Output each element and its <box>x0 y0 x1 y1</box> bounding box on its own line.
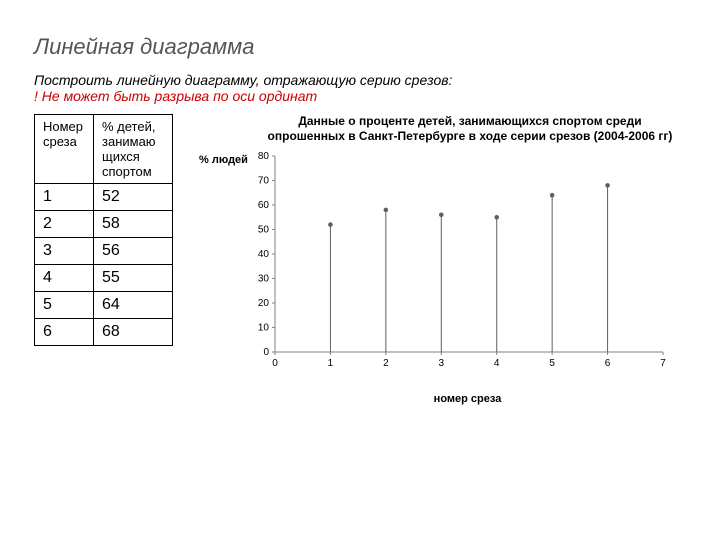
chart-title: Данные о проценте детей, занимающихся сп… <box>254 114 686 148</box>
x-tick-label: 3 <box>439 358 445 369</box>
y-tick-label: 10 <box>258 323 270 334</box>
chart-svg: 0 10 20 30 40 50 60 70 80 0 1 2 3 4 5 6 7 <box>249 150 669 370</box>
y-tick-label: 0 <box>263 347 269 358</box>
warning-line: ! Не может быть разрыва по оси ординат <box>34 88 686 104</box>
table-cell-n: 4 <box>35 265 94 292</box>
table-cell-v: 64 <box>94 292 173 319</box>
x-tick-label: 6 <box>605 358 611 369</box>
chart-xlabel: номер среза <box>249 393 686 405</box>
table-row: 356 <box>35 238 173 265</box>
lollipop-marker <box>439 213 444 218</box>
table-header-col2: % детей, занимаю щихся спортом <box>94 115 173 184</box>
table-cell-n: 6 <box>35 319 94 346</box>
table-header-col1: Номер среза <box>35 115 94 184</box>
chart-area: % людей Данные о проценте детей, занимаю… <box>199 114 686 405</box>
y-tick-label: 60 <box>258 200 270 211</box>
chart-ylabel: % людей <box>199 154 248 166</box>
table-row: 258 <box>35 211 173 238</box>
y-tick-label: 30 <box>258 274 270 285</box>
table-row: 455 <box>35 265 173 292</box>
x-tick-label: 1 <box>328 358 334 369</box>
data-table: Номер среза % детей, занимаю щихся спорт… <box>34 114 173 346</box>
chart-plot: 0 10 20 30 40 50 60 70 80 0 1 2 3 4 5 6 7 <box>249 150 686 375</box>
table-cell-v: 52 <box>94 184 173 211</box>
lollipop-marker <box>605 183 610 188</box>
table-cell-n: 5 <box>35 292 94 319</box>
lollipop-marker <box>494 215 499 220</box>
table-cell-n: 2 <box>35 211 94 238</box>
x-tick-label: 7 <box>660 358 666 369</box>
page-subtitle: Построить линейную диаграмму, отражающую… <box>34 72 686 88</box>
table-row: 564 <box>35 292 173 319</box>
table-cell-v: 55 <box>94 265 173 292</box>
table-row: 152 <box>35 184 173 211</box>
table-cell-v: 68 <box>94 319 173 346</box>
table-row: 668 <box>35 319 173 346</box>
lollipop-marker <box>384 208 389 213</box>
table-cell-n: 1 <box>35 184 94 211</box>
page-title: Линейная диаграмма <box>34 34 686 60</box>
x-tick-label: 5 <box>549 358 555 369</box>
y-tick-label: 80 <box>258 151 270 162</box>
lollipop-marker <box>550 193 555 198</box>
y-tick-label: 50 <box>258 225 270 236</box>
x-tick-label: 2 <box>383 358 389 369</box>
lollipop-marker <box>328 222 333 227</box>
table-cell-n: 3 <box>35 238 94 265</box>
table-cell-v: 58 <box>94 211 173 238</box>
x-tick-label: 4 <box>494 358 500 369</box>
y-tick-label: 40 <box>258 249 270 260</box>
y-tick-label: 20 <box>258 298 270 309</box>
x-tick-label: 0 <box>272 358 278 369</box>
table-cell-v: 56 <box>94 238 173 265</box>
y-tick-label: 70 <box>258 176 270 187</box>
